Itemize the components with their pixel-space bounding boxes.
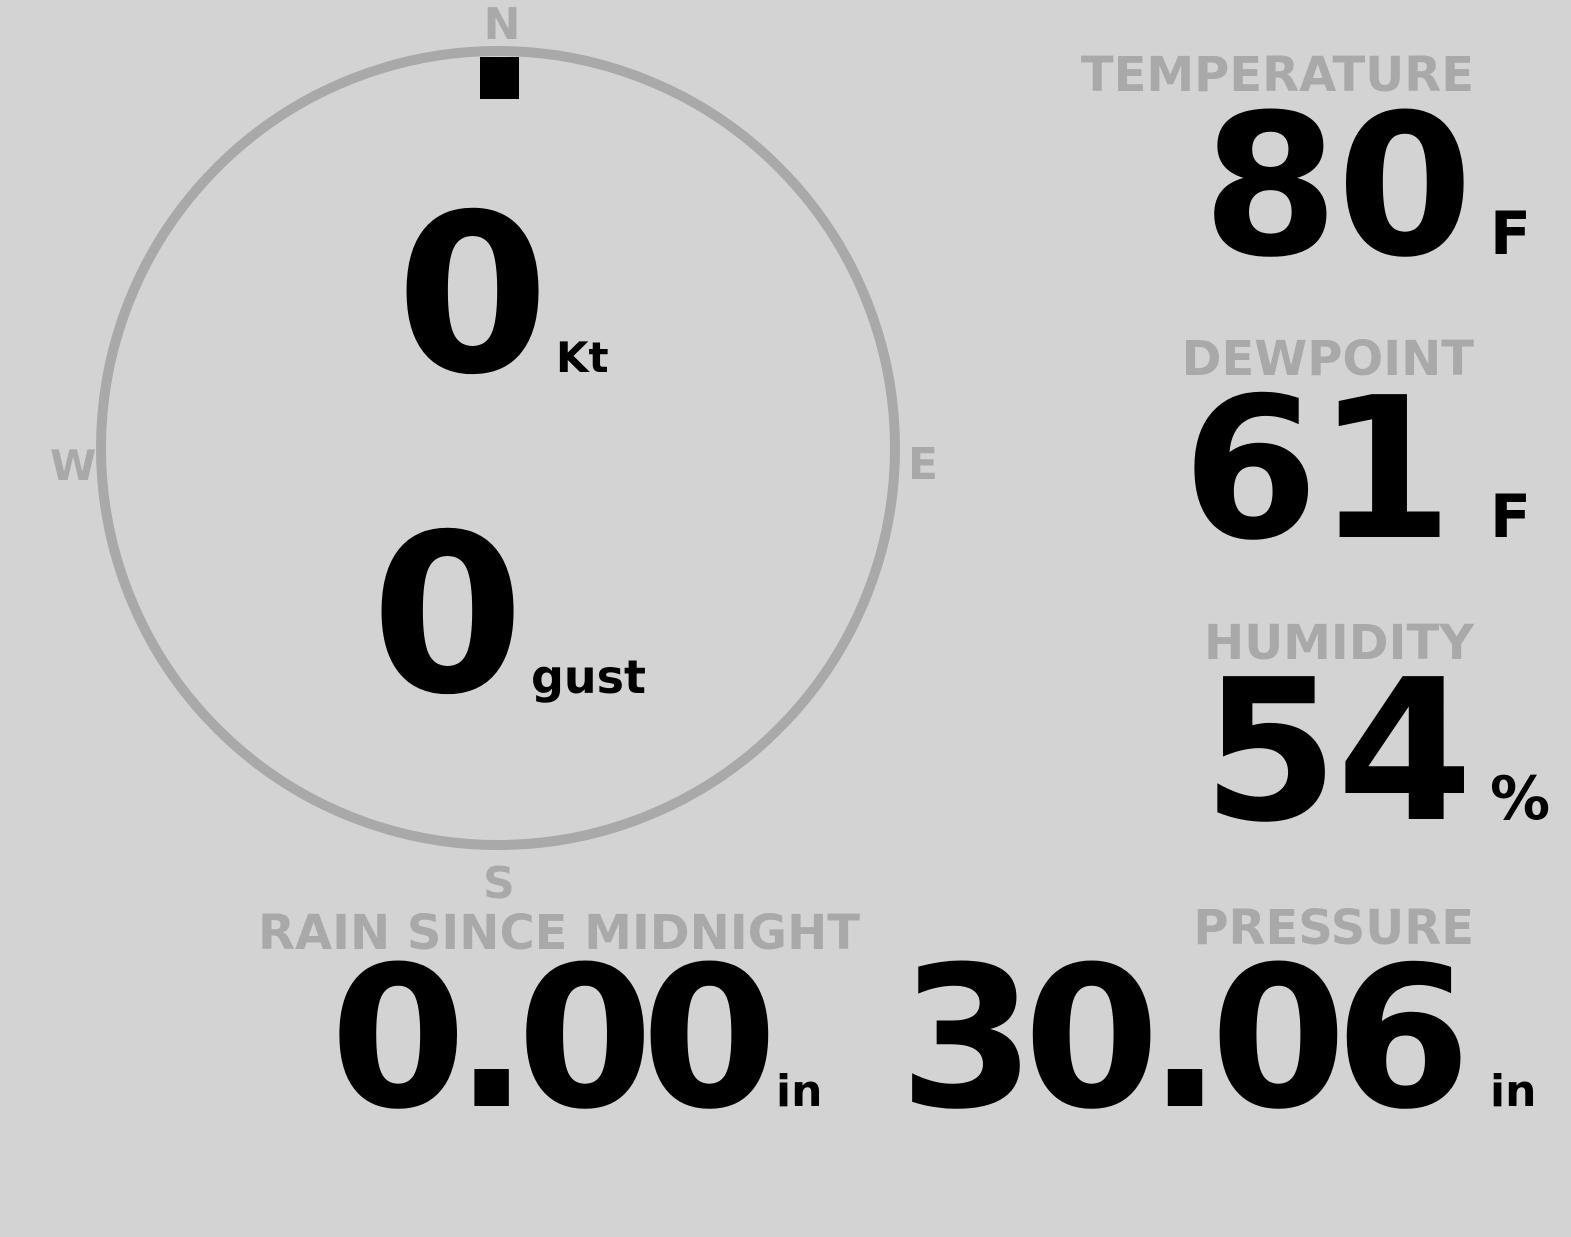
pressure-unit: in xyxy=(1490,1066,1537,1117)
rain-value: 0.00 xyxy=(330,925,778,1153)
dewpoint-value: 61 xyxy=(1182,356,1453,584)
compass-north: N xyxy=(483,0,521,50)
pressure-value: 30.06 xyxy=(899,925,1471,1153)
temperature-value: 80 xyxy=(1202,73,1473,301)
dewpoint-label: DEWPOINT xyxy=(1181,331,1474,387)
wind-gust-unit: gust xyxy=(531,650,647,704)
rain-label: RAIN SINCE MIDNIGHT xyxy=(258,905,860,961)
wind-gust-value: 0 xyxy=(371,487,525,743)
pressure-label: PRESSURE xyxy=(1193,900,1474,956)
humidity-unit: % xyxy=(1490,764,1551,834)
humidity-value: 54 xyxy=(1202,638,1473,866)
rain-unit: in xyxy=(776,1066,823,1117)
wind-speed-unit: Kt xyxy=(556,333,609,382)
humidity-label: HUMIDITY xyxy=(1204,615,1474,671)
compass-west: W xyxy=(50,441,97,490)
dewpoint-unit: F xyxy=(1490,482,1531,552)
temperature-label: TEMPERATURE xyxy=(1080,47,1474,103)
compass-east: E xyxy=(908,439,939,490)
compass-south: S xyxy=(483,858,515,909)
temperature-unit: F xyxy=(1490,199,1531,269)
compass-ring xyxy=(96,46,900,850)
wind-direction-marker xyxy=(480,57,519,99)
wind-speed-value: 0 xyxy=(396,167,550,423)
